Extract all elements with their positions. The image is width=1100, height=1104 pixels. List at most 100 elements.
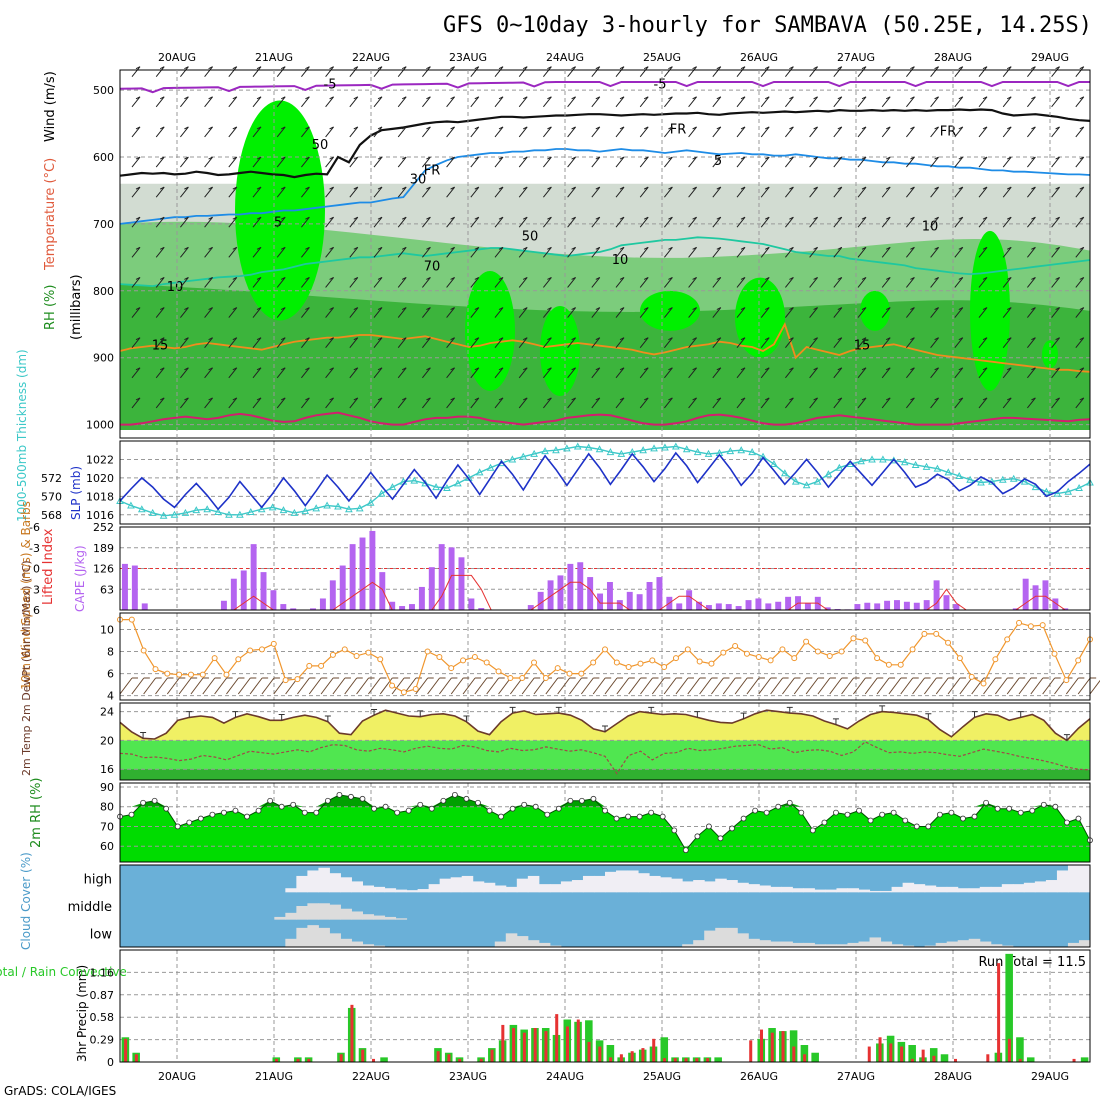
wind-barb <box>397 397 407 409</box>
wind-barb <box>470 126 480 138</box>
wind10-barb <box>498 677 517 695</box>
wind-barb <box>470 96 480 108</box>
wind-barb <box>785 397 794 409</box>
wind-barb <box>591 216 601 228</box>
cloud-cell <box>1001 884 1014 893</box>
thickness-point <box>726 447 735 455</box>
wind-barb <box>276 307 286 318</box>
wind-barb <box>397 246 407 258</box>
wind-barb <box>954 367 964 379</box>
rh-point <box>394 809 401 816</box>
wind10-barb <box>438 677 458 695</box>
wind10-point <box>613 659 620 666</box>
wind-barb <box>736 307 746 318</box>
date-tick-top: 20AUG <box>158 51 196 64</box>
wind-barb <box>422 277 431 288</box>
wind10-barb <box>782 677 801 695</box>
thickness-point <box>900 458 909 466</box>
wind-barb <box>712 66 722 78</box>
thickness-point <box>573 442 582 450</box>
wind-barb <box>494 96 504 108</box>
cloud-cell <box>384 916 397 920</box>
chart-title: GFS 0~10day 3-hourly for SAMBAVA (50.25E… <box>443 13 1092 38</box>
cloud-cell <box>836 944 848 947</box>
rh-point <box>671 827 678 834</box>
cloud-cell <box>924 885 937 893</box>
wind10-barb <box>486 677 505 695</box>
wind-barb <box>664 397 673 409</box>
wind-barb <box>1051 126 1060 138</box>
wind-barb <box>470 186 480 198</box>
wind10-point <box>909 646 916 653</box>
thickness-point <box>334 502 342 510</box>
wind-barb <box>180 277 189 288</box>
wind-barb <box>325 367 334 379</box>
wind-barb <box>155 337 165 348</box>
wind-barb <box>373 66 383 78</box>
wind-barb <box>785 246 794 258</box>
wind-barb <box>518 277 528 288</box>
wind-barb <box>494 66 504 78</box>
wind-barb <box>301 96 310 108</box>
rh-point <box>786 799 793 806</box>
cloud-cell <box>693 880 705 893</box>
cape-bar <box>349 544 356 610</box>
wind10-point <box>211 655 218 662</box>
wind-barb <box>373 337 383 348</box>
wind-barb <box>228 66 238 78</box>
rh-point <box>867 817 874 824</box>
wind-barb <box>930 66 939 78</box>
wind-barb <box>301 216 310 228</box>
cloud-cell <box>373 945 386 947</box>
cloud-cell <box>880 941 893 947</box>
thickness-point <box>661 443 669 451</box>
precip-conv-bar <box>867 1046 871 1062</box>
wind-barb <box>906 156 915 168</box>
wind10-barb <box>1065 677 1085 695</box>
wind-barb <box>349 186 359 198</box>
cloud-cell <box>461 875 474 893</box>
slp-ytick: 1016 <box>86 509 114 522</box>
cloud-labels: Cloud Cover (%) <box>19 852 33 950</box>
wind-barb <box>930 126 939 138</box>
cloud-cell <box>759 885 771 893</box>
wind-barb <box>1075 126 1085 138</box>
rh-point <box>890 809 897 816</box>
precip-conv-bar <box>770 1032 774 1062</box>
rh-ytick: 70 <box>100 820 114 833</box>
precip-conv-bar <box>458 1058 462 1062</box>
wind-barb <box>712 246 722 258</box>
wind-barb <box>906 66 915 78</box>
wind-barb <box>349 246 359 258</box>
wind-barb <box>760 277 770 288</box>
dewpoint-line <box>119 741 1091 775</box>
wind-barb <box>833 126 843 138</box>
wind-barb <box>397 66 407 78</box>
rh-point <box>1040 801 1047 808</box>
rh-point <box>290 801 297 808</box>
rh-fill <box>120 794 1090 862</box>
rh-point <box>1017 809 1024 816</box>
wind-barb <box>809 216 818 228</box>
wind-barb <box>131 216 141 228</box>
wind-barb <box>930 397 939 409</box>
wind-barb <box>543 66 552 78</box>
cape-bar <box>418 586 425 610</box>
wind-barb <box>712 156 722 168</box>
wind-barb <box>518 126 528 138</box>
cape-bar <box>696 601 702 610</box>
wind-barb <box>446 277 455 288</box>
upper-ytick: 800 <box>93 285 114 298</box>
thickness-point <box>1075 483 1083 492</box>
wind-barb <box>543 96 552 108</box>
wind10-point <box>365 649 372 656</box>
cape-ytick: 126 <box>93 563 114 576</box>
precip-conv-bar <box>630 1051 634 1062</box>
cloud-cell <box>571 880 584 893</box>
wind-barb <box>301 307 310 318</box>
wind10-barb <box>616 677 635 695</box>
wind-barb <box>373 186 383 198</box>
rh-point <box>197 815 204 822</box>
wind-barb <box>978 277 988 288</box>
wind10-barb <box>427 677 446 695</box>
